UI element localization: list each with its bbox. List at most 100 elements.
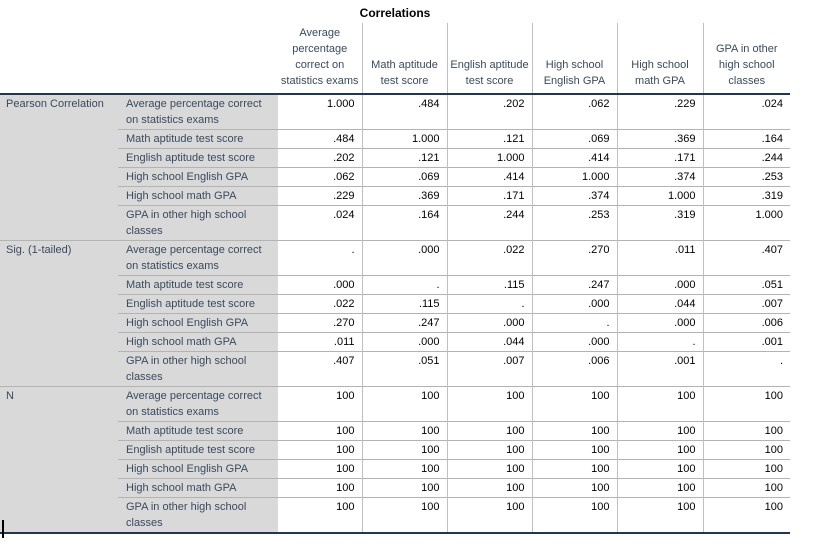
variable-label: English aptitude test score: [118, 148, 278, 168]
table-row: High school math GPA 100 100 100 100 100 100: [0, 478, 790, 498]
value-cell: 1.000: [702, 205, 790, 241]
value-cell: .: [702, 351, 790, 387]
value-cell: .006: [702, 313, 790, 333]
value-cell: 100: [531, 440, 617, 460]
value-cell: .247: [531, 275, 617, 295]
value-cell: 100: [446, 478, 532, 498]
value-cell: 100: [702, 421, 790, 441]
text-cursor-icon[interactable]: [2, 520, 4, 538]
variable-label: GPA in other high school classes: [118, 205, 278, 241]
section-label: N: [0, 386, 118, 533]
value-cell: 100: [531, 497, 617, 533]
column-header: Math aptitude test score: [361, 23, 447, 95]
value-cell: .062: [278, 167, 362, 187]
value-cell: .000: [361, 332, 447, 352]
value-cell: 1.000: [278, 94, 362, 130]
column-header: English aptitude test score: [446, 23, 532, 95]
value-cell: 100: [616, 440, 703, 460]
value-cell: 100: [278, 497, 362, 533]
section-label: Pearson Correlation: [0, 94, 118, 241]
table-row: N Average percentage correct on statistic…: [0, 386, 790, 533]
value-cell: .121: [361, 148, 447, 168]
value-cell: 100: [278, 478, 362, 498]
value-cell: 100: [702, 497, 790, 533]
value-cell: 100: [361, 478, 447, 498]
column-header: High school English GPA: [531, 23, 617, 95]
variable-label: Average percentage correct on statistics…: [118, 386, 278, 422]
variable-label: High school English GPA: [118, 459, 278, 479]
value-cell: 100: [446, 459, 532, 479]
value-cell: .: [278, 240, 362, 276]
value-cell: 100: [616, 497, 703, 533]
value-cell: .484: [278, 129, 362, 149]
value-cell: .374: [531, 186, 617, 206]
variable-label: GPA in other high school classes: [118, 351, 278, 387]
value-cell: 100: [531, 459, 617, 479]
section-label: Sig. (1-tailed): [0, 240, 118, 387]
variable-label: Average percentage correct on statistics…: [118, 94, 278, 130]
value-cell: 100: [278, 421, 362, 441]
value-cell: .369: [361, 186, 447, 206]
value-cell: .000: [278, 275, 362, 295]
value-cell: .007: [446, 351, 532, 387]
table-row: High school math GPA .011.000.044.000. .00…: [0, 332, 790, 352]
variable-label: High school math GPA: [118, 332, 278, 352]
value-cell: .164: [361, 205, 447, 241]
column-header: High school math GPA: [616, 23, 703, 95]
value-cell: .007: [702, 294, 790, 314]
value-cell: .022: [446, 240, 532, 276]
correlations-table[interactable]: Average percentage correct on statistics…: [0, 23, 790, 534]
value-cell: 100: [616, 421, 703, 441]
value-cell: .374: [616, 167, 703, 187]
value-cell: .000: [361, 240, 447, 276]
value-cell: .024: [702, 94, 790, 130]
variable-label: High school math GPA: [118, 478, 278, 498]
value-cell: 100: [616, 459, 703, 479]
value-cell: .001: [702, 332, 790, 352]
value-cell: 100: [278, 386, 362, 422]
variable-label: Math aptitude test score: [118, 421, 278, 441]
value-cell: .121: [446, 129, 532, 149]
value-cell: 100: [702, 478, 790, 498]
table-row: High school English GPA 100 100 100 100 100 10…: [0, 459, 790, 479]
value-cell: .115: [361, 294, 447, 314]
table-row: High school math GPA .229.369.171.374 1.00…: [0, 186, 790, 206]
value-cell: 100: [702, 459, 790, 479]
table-row: English aptitude test score .022.115. .000…: [0, 294, 790, 314]
value-cell: .164: [702, 129, 790, 149]
value-cell: .319: [616, 205, 703, 241]
value-cell: 100: [361, 386, 447, 422]
value-cell: .253: [702, 167, 790, 187]
value-cell: .202: [278, 148, 362, 168]
table-row: GPA in other high school classes 100 100 10…: [0, 497, 790, 533]
value-cell: 100: [361, 421, 447, 441]
table-row: English aptitude test score 100 100 100 100 1…: [0, 440, 790, 460]
value-cell: .051: [361, 351, 447, 387]
table-row: Math aptitude test score .000. .115.247.00…: [0, 275, 790, 295]
value-cell: 100: [361, 497, 447, 533]
value-cell: 100: [702, 440, 790, 460]
table-row: English aptitude test score .202.121 1.000…: [0, 148, 790, 168]
value-cell: .270: [531, 240, 617, 276]
value-cell: .062: [531, 94, 617, 130]
value-cell: .202: [446, 94, 532, 130]
value-cell: .407: [278, 351, 362, 387]
column-header: GPA in other high school classes: [702, 23, 790, 95]
value-cell: 100: [616, 478, 703, 498]
column-header: Average percentage correct on statistics…: [278, 23, 362, 95]
table-row: High school English GPA .270.247.000. .000…: [0, 313, 790, 333]
table-row: Pearson Correlation Average percentage co…: [0, 94, 790, 241]
value-cell: 1.000: [446, 148, 532, 168]
value-cell: .: [446, 294, 532, 314]
value-cell: 1.000: [531, 167, 617, 187]
stub-header: [0, 23, 278, 95]
value-cell: .244: [702, 148, 790, 168]
value-cell: 100: [702, 386, 790, 422]
value-cell: .319: [702, 186, 790, 206]
table-title: Correlations: [359, 6, 431, 20]
value-cell: .484: [361, 94, 447, 130]
variable-label: English aptitude test score: [118, 440, 278, 460]
table-row: Sig. (1-tailed) Average percentage correc…: [0, 240, 790, 387]
table-row: Math aptitude test score .484 1.000.121.06…: [0, 129, 790, 149]
